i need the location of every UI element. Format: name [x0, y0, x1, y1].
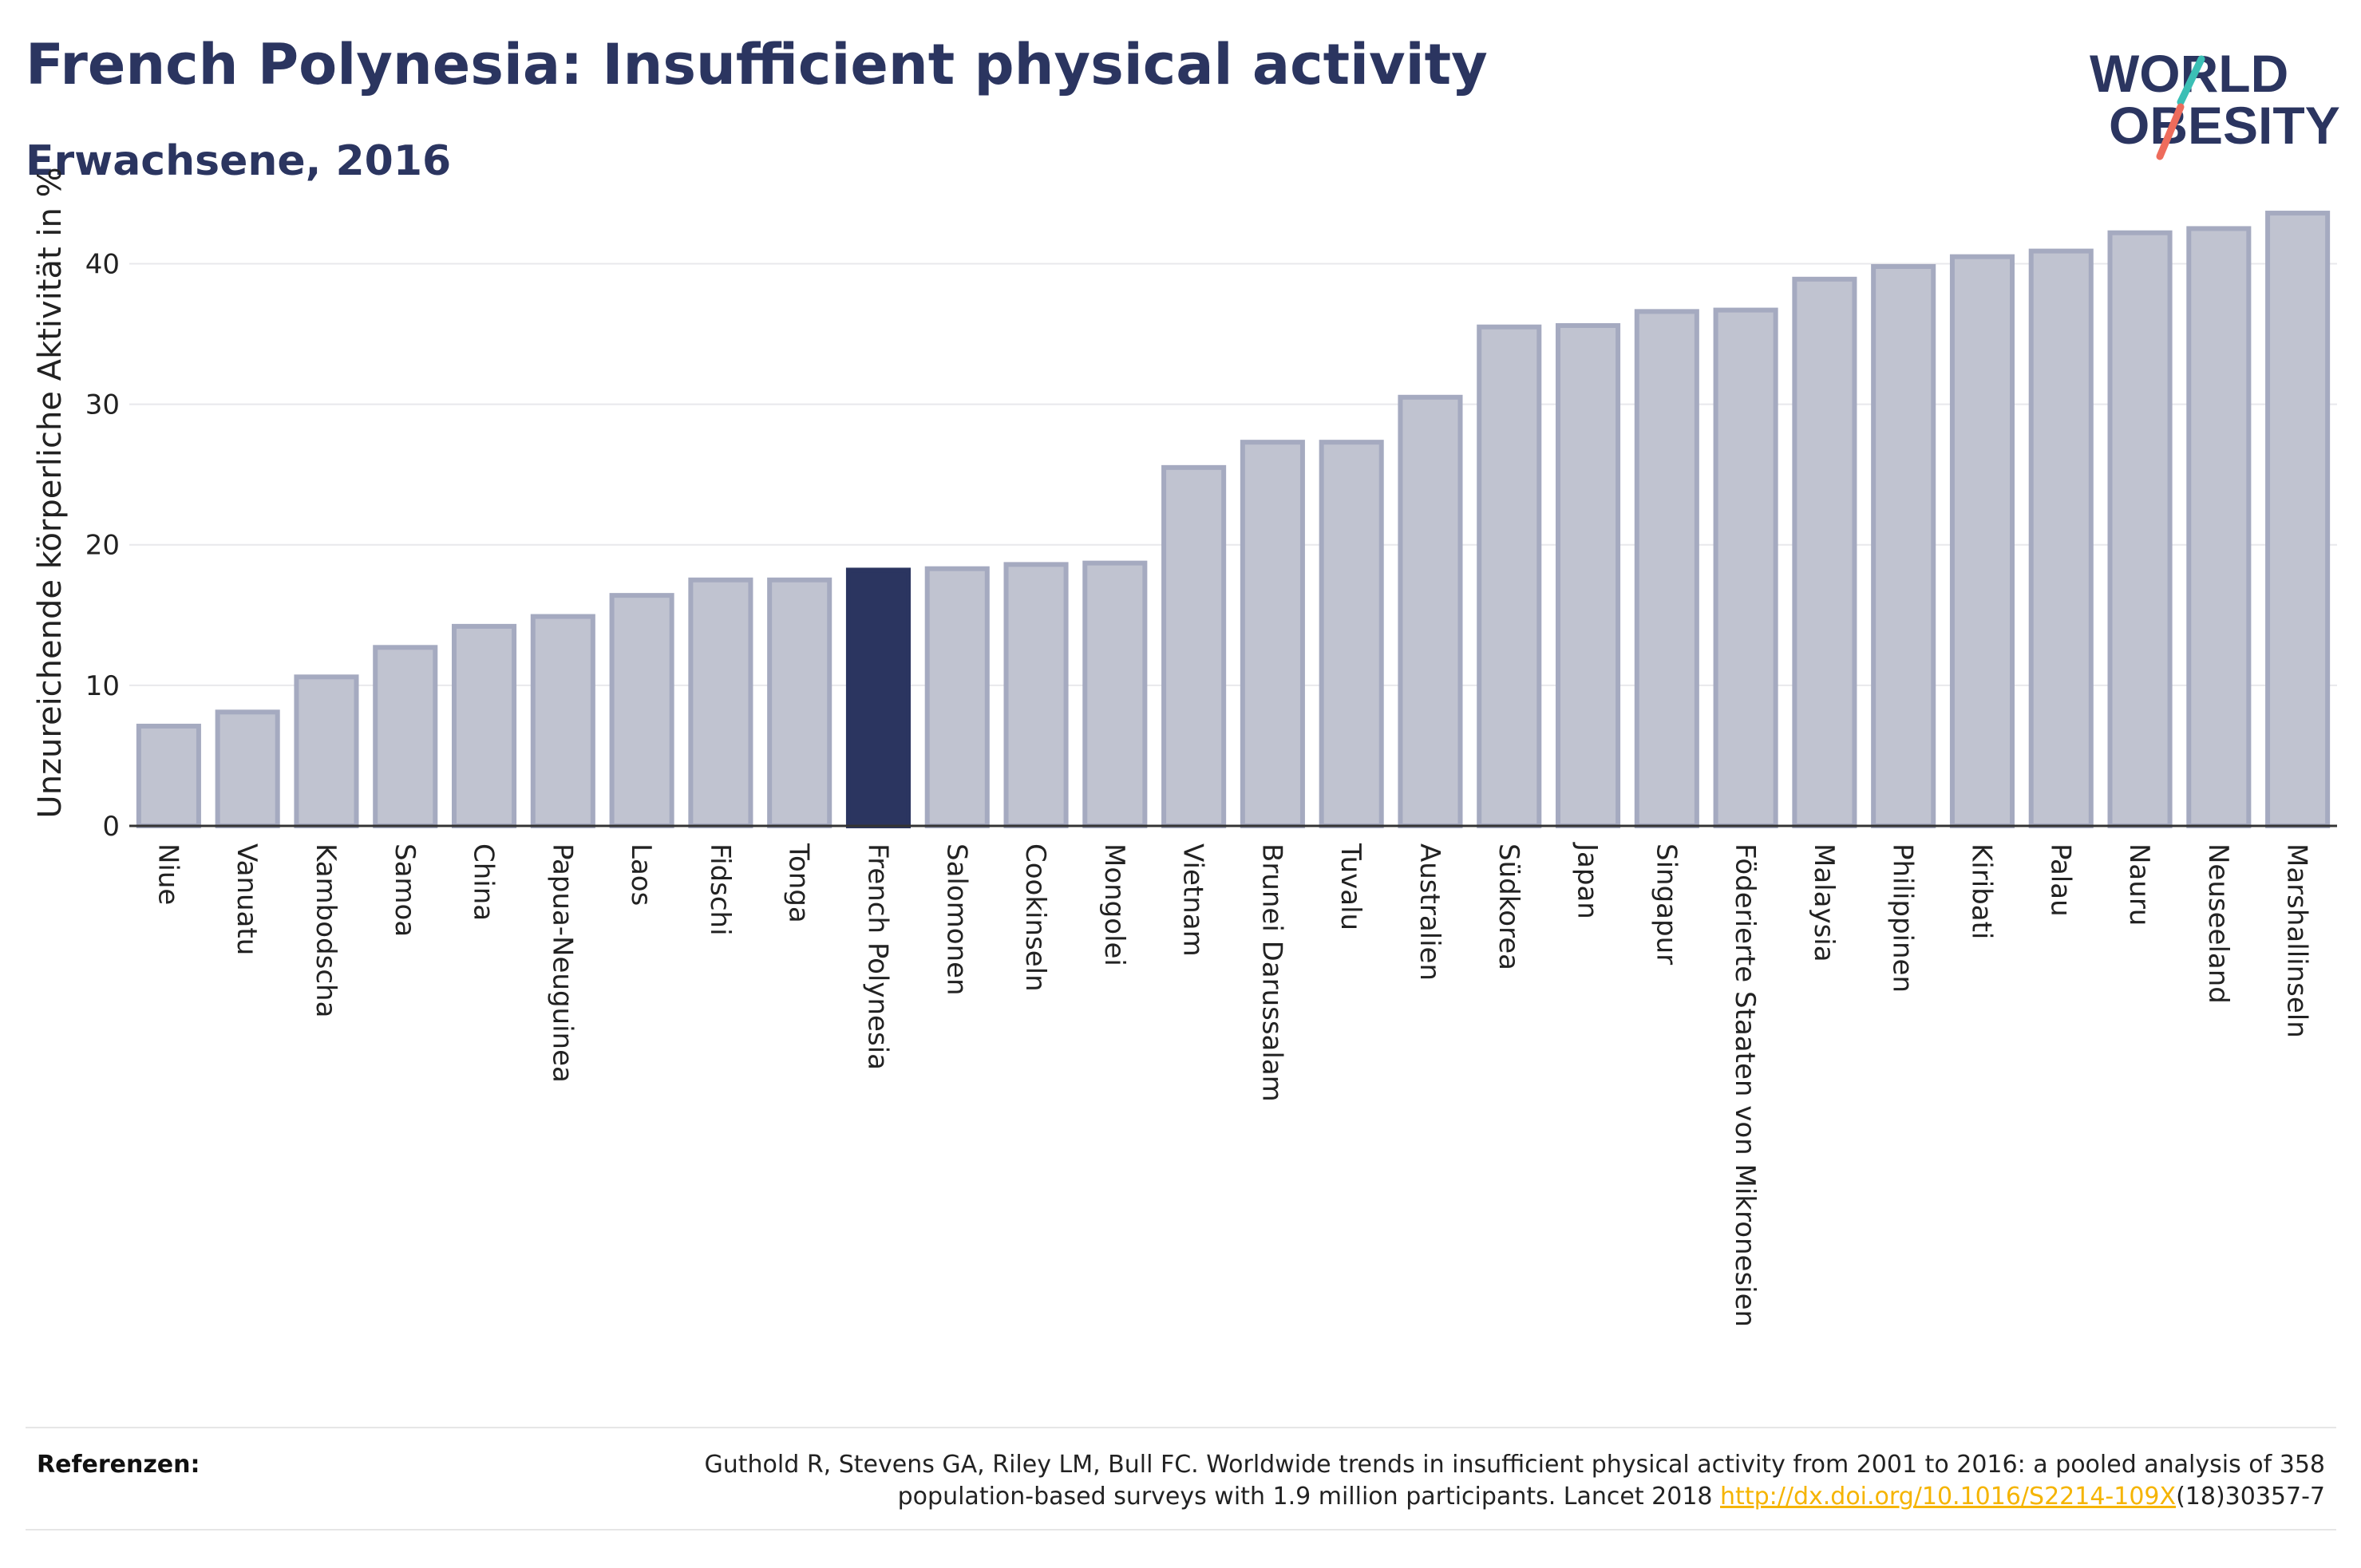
x-tick-label: Laos [625, 843, 657, 906]
references-label: Referenzen: [37, 1451, 200, 1479]
y-axis-label: Unzureichende körperliche Aktivität in % [32, 167, 69, 818]
y-tick-label: 10 [85, 670, 120, 702]
bar-tuvalu[interactable] [1319, 440, 1384, 828]
references-text: Guthold R, Stevens GA, Riley LM, Bull FC… [489, 1449, 2325, 1513]
x-tick-label: Neuseeland [2202, 843, 2234, 1004]
x-tick-label: Mongolei [1098, 843, 1130, 966]
chart-title: French Polynesia: Insufficient physical … [26, 32, 1488, 97]
bar-french-polynesia[interactable] [845, 567, 912, 828]
references-doi-link[interactable]: http://dx.doi.org/10.1016/S2214-109X [1720, 1483, 2177, 1511]
x-tick-label: Vietnam [1177, 843, 1209, 957]
bar-föderierte-staaten-von-mikronesien[interactable] [1713, 307, 1778, 829]
bar-neuseeland[interactable] [2186, 226, 2252, 828]
bar-mongolei[interactable] [1082, 560, 1148, 828]
bar-laos[interactable] [609, 593, 674, 828]
bar-vanuatu[interactable] [215, 709, 280, 828]
bar-china[interactable] [451, 623, 517, 828]
x-tick-label: Philippinen [1887, 843, 1919, 993]
x-tick-label: Japan [1572, 842, 1604, 919]
x-tick-label: Vanuatu [231, 843, 263, 955]
references-line1: Guthold R, Stevens GA, Riley LM, Bull FC… [704, 1451, 2325, 1479]
bar-palau[interactable] [2028, 248, 2094, 828]
logo-slash-teal [2177, 55, 2205, 106]
x-tick-label: Südkorea [1493, 843, 1525, 970]
logo-text-obesity: OBESITY [2109, 96, 2340, 155]
x-tick-label: China [468, 843, 500, 921]
bar-marshallinseln[interactable] [2265, 211, 2331, 828]
x-tick-label: Kambodscha [310, 843, 342, 1017]
x-tick-label: Salomonen [940, 843, 972, 996]
x-tick-label: Papua-Neuguinea [546, 843, 578, 1083]
bar-vietnam[interactable] [1161, 464, 1227, 829]
bar-chart: 0 10 20 30 40 Unzureichende körperliche Aktiv… [32, 167, 2337, 1327]
y-tick-label: 30 [85, 389, 120, 421]
bar-brunei-darussalam[interactable] [1240, 440, 1305, 828]
world-obesity-logo: WORLD OBESITY [2090, 44, 2340, 160]
bar-singapur[interactable] [1634, 309, 1699, 829]
bar-australien[interactable] [1398, 394, 1463, 828]
x-tick-label: Australien [1414, 843, 1445, 981]
x-tick-label: Cookinseln [1019, 843, 1051, 992]
chart-subtitle: Erwachsene, 2016 [26, 137, 452, 185]
y-tick-label: 0 [102, 811, 120, 843]
bar-fidschi[interactable] [688, 577, 753, 828]
x-tick-label: Brunei Darussalam [1256, 843, 1287, 1102]
y-tick-label: 40 [85, 248, 120, 280]
x-tick-label: Fidschi [704, 843, 736, 936]
bar-malaysia[interactable] [1792, 276, 1857, 829]
references-line2-end: (18)30357-7 [2176, 1483, 2325, 1511]
x-tick-label: Samoa [389, 843, 421, 937]
references-section: Referenzen: Guthold R, Stevens GA, Riley… [26, 1427, 2336, 1530]
x-tick-label: Kiribati [1965, 843, 1997, 939]
x-tick-label: Singapur [1650, 843, 1682, 965]
x-tick-label: Malaysia [1808, 843, 1840, 962]
x-tick-label: Tuvalu [1335, 843, 1366, 930]
x-tick-label: Nauru [2123, 843, 2155, 926]
references-line2: population-based surveys with 1.9 millio… [897, 1483, 1721, 1511]
bar-nauru[interactable] [2107, 230, 2173, 829]
x-tick-label: Föderierte Staaten von Mikronesien [1729, 843, 1761, 1327]
y-tick-label: 20 [85, 530, 120, 562]
logo-text-world: WORLD [2090, 44, 2288, 103]
x-tick-label: Palau [2044, 843, 2076, 917]
bar-kambodscha[interactable] [294, 674, 359, 829]
bar-papua-neuguinea[interactable] [530, 614, 595, 828]
bar-südkorea[interactable] [1477, 324, 1542, 829]
bar-philippinen[interactable] [1871, 263, 1936, 828]
x-tick-label: Marshallinseln [2281, 843, 2313, 1038]
bar-salomonen[interactable] [924, 566, 990, 829]
x-tick-label: Tonga [783, 843, 815, 923]
bar-niue[interactable] [136, 723, 201, 828]
bar-tonga[interactable] [767, 577, 832, 828]
x-tick-label: Niue [152, 843, 184, 905]
x-tick-label: French Polynesia [861, 843, 893, 1070]
bar-japan[interactable] [1555, 322, 1621, 829]
bar-samoa[interactable] [373, 645, 438, 828]
bar-kiribati[interactable] [1949, 254, 2015, 829]
logo-slash-coral [2156, 103, 2185, 160]
bar-cookinseln[interactable] [1003, 562, 1069, 828]
